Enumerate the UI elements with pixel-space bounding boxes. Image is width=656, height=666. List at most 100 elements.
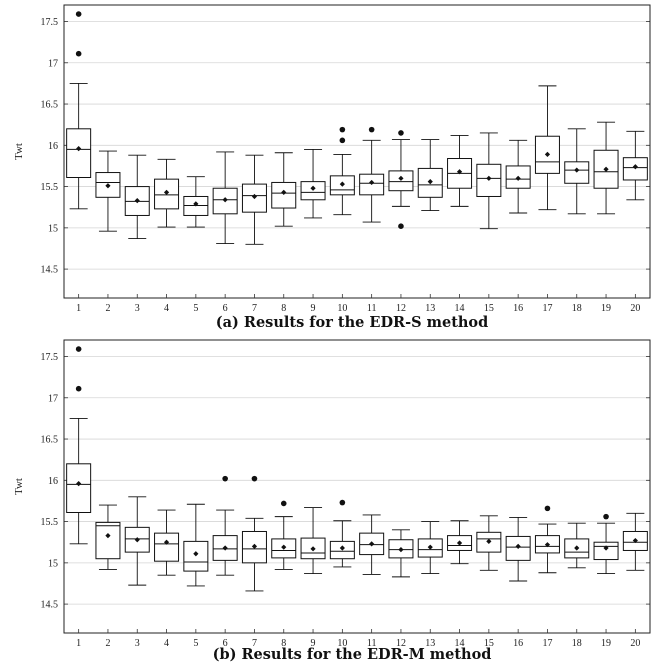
chart-caption: (a) Results for the EDR-S method	[216, 314, 489, 331]
box-7	[241, 154, 267, 245]
outlier-point	[75, 11, 82, 17]
y-tick-label: 15	[48, 223, 58, 234]
box-iqr	[95, 521, 121, 560]
outlier-point	[280, 500, 287, 507]
box-19	[593, 121, 619, 215]
x-tick-label: 13	[425, 638, 435, 649]
x-tick-label: 10	[337, 303, 347, 314]
x-tick-label: 2	[105, 638, 110, 649]
y-axis-label: Twt	[13, 478, 25, 495]
y-tick-label: 16.5	[41, 435, 59, 446]
box-16	[505, 517, 531, 582]
box-17	[534, 505, 560, 574]
outlier-point	[339, 499, 346, 506]
y-tick-label: 16	[48, 141, 58, 152]
box-5	[183, 503, 209, 587]
box-15	[476, 132, 502, 230]
y-tick-label: 17	[48, 393, 58, 404]
mean-marker	[76, 146, 82, 152]
box-iqr	[154, 532, 180, 562]
x-tick-label: 17	[542, 638, 552, 649]
mean-marker	[427, 179, 433, 185]
box-18	[564, 522, 590, 569]
box-iqr	[66, 128, 92, 178]
plot-frame	[63, 4, 651, 299]
outlier-point	[339, 126, 346, 133]
box-19	[593, 513, 619, 575]
box-iqr	[271, 181, 297, 209]
x-tick-label: 15	[484, 638, 494, 649]
mean-marker	[134, 537, 140, 543]
x-tick-label: 13	[425, 303, 435, 314]
box-16	[505, 139, 531, 214]
mean-marker	[222, 197, 228, 203]
mean-marker	[369, 541, 375, 547]
box-iqr	[95, 172, 121, 198]
y-tick-label: 14.5	[41, 265, 59, 276]
x-tick-label: 19	[601, 638, 611, 649]
box-13	[417, 139, 443, 211]
box-12	[388, 130, 414, 229]
mean-marker	[310, 546, 316, 552]
box-1	[66, 346, 92, 545]
x-tick-label: 18	[572, 303, 582, 314]
box-iqr	[212, 535, 238, 561]
x-tick-label: 12	[396, 303, 406, 314]
x-tick-label: 17	[542, 303, 552, 314]
mean-marker	[339, 545, 345, 551]
box-3	[124, 154, 150, 240]
mean-marker	[632, 164, 638, 170]
box-11	[359, 514, 385, 575]
x-tick-label: 18	[572, 638, 582, 649]
x-tick-label: 8	[281, 303, 286, 314]
x-tick-label: 12	[396, 638, 406, 649]
mean-marker	[544, 542, 551, 548]
x-tick-label: 16	[513, 303, 523, 314]
y-tick-label: 17	[48, 58, 58, 69]
mean-marker	[310, 185, 316, 191]
x-tick-label: 14	[455, 303, 465, 314]
mean-marker	[105, 183, 111, 189]
box-9	[300, 507, 326, 575]
x-tick-label: 7	[252, 638, 257, 649]
y-tick-label: 14.5	[41, 600, 59, 611]
mean-marker	[398, 175, 404, 181]
chart-caption: (b) Results for the EDR-M method	[213, 646, 492, 663]
x-tick-label: 1	[76, 303, 81, 314]
box-2	[95, 150, 121, 232]
box-8	[271, 500, 297, 570]
y-tick-label: 15	[48, 558, 58, 569]
mean-marker	[134, 198, 140, 204]
mean-marker	[486, 175, 492, 181]
x-tick-label: 2	[105, 303, 110, 314]
mean-marker	[163, 189, 170, 195]
mean-marker	[163, 539, 170, 545]
outlier-point	[398, 130, 404, 136]
x-tick-label: 5	[193, 303, 198, 314]
mean-marker	[603, 166, 609, 172]
outlier-point	[603, 513, 609, 520]
x-tick-label: 11	[367, 303, 377, 314]
x-tick-label: 8	[281, 638, 286, 649]
y-tick-label: 15.5	[41, 517, 59, 528]
mean-marker	[339, 181, 345, 187]
x-tick-label: 5	[193, 638, 198, 649]
outlier-point	[339, 137, 346, 144]
mean-marker	[222, 545, 228, 551]
mean-marker	[574, 167, 580, 173]
mean-marker	[486, 538, 492, 544]
mean-marker	[515, 543, 521, 549]
mean-marker	[632, 537, 638, 544]
box-4	[154, 158, 180, 228]
x-tick-label: 4	[164, 303, 169, 314]
x-tick-label: 20	[630, 303, 640, 314]
y-tick-label: 16.5	[41, 100, 59, 111]
outlier-point	[75, 346, 82, 352]
x-tick-label: 19	[601, 303, 611, 314]
y-tick-label: 15.5	[41, 182, 59, 193]
box-5	[183, 176, 209, 228]
mean-marker	[544, 151, 551, 157]
mean-marker	[251, 543, 258, 549]
x-tick-label: 20	[630, 638, 640, 649]
